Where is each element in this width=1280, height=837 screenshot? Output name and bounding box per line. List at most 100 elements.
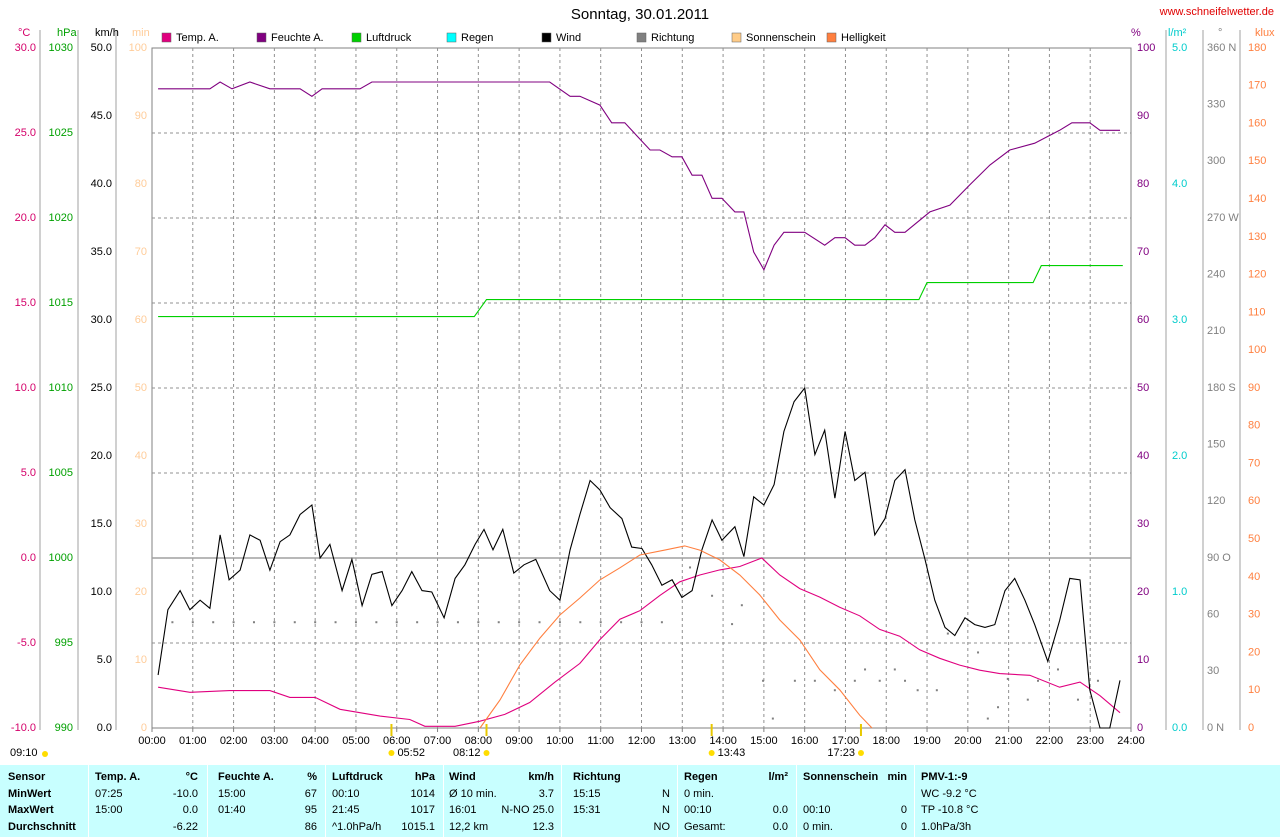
legend-swatch bbox=[161, 32, 172, 43]
table-cell: 00:10 bbox=[332, 788, 360, 800]
legend-swatch bbox=[351, 32, 362, 43]
table-cell: 0 min. bbox=[803, 821, 833, 833]
table-cell: 0.0 bbox=[182, 804, 198, 816]
x-tick-label: 04:00 bbox=[301, 735, 329, 747]
series-dot bbox=[731, 623, 734, 626]
table-cell: Sonnenschein bbox=[803, 771, 879, 783]
series-line bbox=[158, 81, 1120, 271]
series-dot bbox=[689, 566, 692, 569]
series-dot bbox=[558, 621, 561, 624]
chart: Sonntag, 30.01.2011 www.schneifelwetter.… bbox=[10, 6, 1275, 759]
table-cell: Luftdruck bbox=[332, 771, 383, 783]
series-dot bbox=[252, 621, 255, 624]
series-dot bbox=[660, 621, 663, 624]
y-tick-label: 300 bbox=[1207, 155, 1225, 167]
column-separator bbox=[88, 765, 89, 837]
y-tick-label: 120 bbox=[1207, 495, 1225, 507]
table-cell: 15:00 bbox=[218, 788, 246, 800]
axis-title: hPa bbox=[57, 27, 77, 39]
y-tick-label: 0 bbox=[141, 722, 147, 734]
source: www.schneifelwetter.de bbox=[1159, 6, 1274, 18]
sun-icon bbox=[42, 751, 48, 757]
y-tick-label: 40 bbox=[1137, 450, 1149, 462]
table-cell: -10.0 bbox=[172, 788, 198, 800]
y-tick-label: 40.0 bbox=[91, 178, 112, 190]
series-dot bbox=[977, 651, 980, 654]
series-dot bbox=[904, 679, 907, 682]
y-tick-label: 45.0 bbox=[91, 110, 112, 122]
table-cell: l/m² bbox=[768, 771, 788, 783]
sun-icon bbox=[483, 750, 490, 756]
y-tick-label: 1.0 bbox=[1172, 586, 1187, 598]
legend-label: Regen bbox=[461, 32, 493, 44]
y-tick-label: 80 bbox=[135, 178, 147, 190]
series-dot bbox=[1036, 679, 1039, 682]
legend-swatch bbox=[256, 32, 267, 43]
y-tick-label: 1000 bbox=[49, 552, 73, 564]
y-tick-label: 100 bbox=[129, 42, 147, 54]
series-dot bbox=[1056, 668, 1059, 671]
table-cell: 1015.1 bbox=[401, 821, 435, 833]
series-dot bbox=[477, 621, 480, 624]
series-dot bbox=[579, 621, 582, 624]
y-tick-label: 130 bbox=[1248, 231, 1266, 243]
y-tick-label: 100 bbox=[1137, 42, 1155, 54]
legend-swatch bbox=[541, 32, 552, 43]
y-tick-label: 15.0 bbox=[91, 518, 112, 530]
x-tick-label: 22:00 bbox=[1036, 735, 1064, 747]
series-dot bbox=[314, 621, 317, 624]
y-tick-label: -5.0 bbox=[17, 637, 36, 649]
y-tick-label: 20 bbox=[1137, 586, 1149, 598]
x-tick-label: 15:00 bbox=[750, 735, 778, 747]
y-tick-label: 100 bbox=[1248, 344, 1266, 356]
series-dot bbox=[1076, 698, 1079, 701]
table-cell: N bbox=[662, 788, 670, 800]
annotation: 13:43 bbox=[718, 747, 746, 759]
stats-table: Sensor Temp. A. °C Feuchte A.% Luftdruck hPa W… bbox=[0, 765, 1280, 837]
legend-label: Luftdruck bbox=[366, 32, 412, 44]
y-tick-label: 50 bbox=[135, 382, 147, 394]
axis-title: min bbox=[132, 27, 150, 39]
y-tick-label: 20 bbox=[1248, 646, 1260, 658]
x-tick-label: 12:00 bbox=[628, 735, 656, 747]
table-cell: °C bbox=[185, 771, 198, 783]
y-tick-label: 10 bbox=[1248, 684, 1260, 696]
table-cell: % bbox=[307, 771, 317, 783]
series-dot bbox=[864, 668, 867, 671]
table-cell: hPa bbox=[414, 771, 435, 783]
y-tick-label: -10.0 bbox=[11, 722, 36, 734]
table-cell: MinWert bbox=[8, 788, 52, 800]
table-cell: N-NO 25.0 bbox=[501, 804, 554, 816]
column-separator bbox=[325, 765, 326, 837]
y-tick-label: 1015 bbox=[49, 297, 73, 309]
y-tick-label: 10 bbox=[1137, 654, 1149, 666]
y-tick-label: 0.0 bbox=[97, 722, 112, 734]
table-cell: TP -10.8 °C bbox=[921, 804, 979, 816]
x-tick-label: 23:00 bbox=[1076, 735, 1104, 747]
y-tick-label: 1025 bbox=[49, 127, 73, 139]
y-tick-label: 20.0 bbox=[91, 450, 112, 462]
x-tick-label: 09:00 bbox=[505, 735, 533, 747]
y-tick-label: 0.0 bbox=[1172, 722, 1187, 734]
column-separator bbox=[796, 765, 797, 837]
x-tick-label: 11:00 bbox=[587, 735, 614, 747]
series-line bbox=[479, 545, 873, 729]
y-tick-label: 150 bbox=[1207, 439, 1225, 451]
x-tick-label: 19:00 bbox=[913, 735, 941, 747]
y-tick-label: 60 bbox=[1248, 495, 1260, 507]
table-cell: 0.0 bbox=[772, 821, 788, 833]
y-tick-label: 3.0 bbox=[1172, 314, 1187, 326]
y-tick-label: 35.0 bbox=[91, 246, 112, 258]
table-cell: Feuchte A. bbox=[218, 771, 274, 783]
series-dot bbox=[416, 621, 419, 624]
table-cell: 00:10 bbox=[803, 804, 831, 816]
y-tick-label: 30 bbox=[1137, 518, 1149, 530]
annotation: 17:23 bbox=[827, 747, 855, 759]
sun-icon bbox=[388, 750, 395, 756]
y-tick-label: 80 bbox=[1137, 178, 1149, 190]
y-tick-label: 30.0 bbox=[91, 314, 112, 326]
x-tick-label: 08:00 bbox=[465, 735, 493, 747]
y-tick-label: 70 bbox=[1248, 457, 1260, 469]
x-tick-label: 02:00 bbox=[220, 735, 248, 747]
table-cell: Regen bbox=[684, 771, 718, 783]
